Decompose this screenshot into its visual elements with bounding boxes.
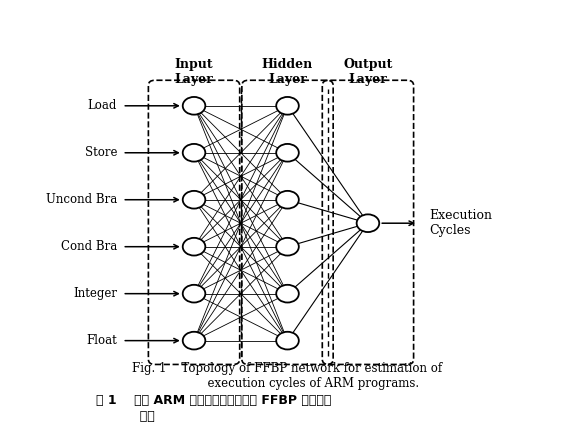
Text: Store: Store <box>85 146 117 159</box>
Circle shape <box>276 191 299 209</box>
Text: 图 1    用于 ARM 程序执行周期估计的 FFBP 网络拓扑: 图 1 用于 ARM 程序执行周期估计的 FFBP 网络拓扑 <box>96 394 332 407</box>
Circle shape <box>276 285 299 302</box>
Circle shape <box>183 97 205 114</box>
Text: Fig. 1    Topology of FFBP network for estimation of: Fig. 1 Topology of FFBP network for esti… <box>132 362 443 375</box>
Text: Input
Layer: Input Layer <box>174 58 213 86</box>
Text: Hidden
Layer: Hidden Layer <box>262 58 313 86</box>
Circle shape <box>276 332 299 350</box>
Text: execution cycles of ARM programs.: execution cycles of ARM programs. <box>155 377 420 390</box>
Circle shape <box>183 191 205 209</box>
Text: 结构: 结构 <box>96 410 155 423</box>
Text: Load: Load <box>88 99 117 112</box>
Text: Execution
Cycles: Execution Cycles <box>429 209 492 237</box>
Text: Uncond Bra: Uncond Bra <box>46 193 117 206</box>
Text: Output
Layer: Output Layer <box>343 58 393 86</box>
Circle shape <box>183 144 205 162</box>
Circle shape <box>276 97 299 114</box>
Text: Float: Float <box>86 334 117 347</box>
Circle shape <box>183 285 205 302</box>
Text: Integer: Integer <box>73 287 117 300</box>
Text: Cond Bra: Cond Bra <box>61 240 117 253</box>
Circle shape <box>183 238 205 255</box>
Circle shape <box>357 214 379 232</box>
Circle shape <box>276 238 299 255</box>
Circle shape <box>183 332 205 350</box>
Circle shape <box>276 144 299 162</box>
